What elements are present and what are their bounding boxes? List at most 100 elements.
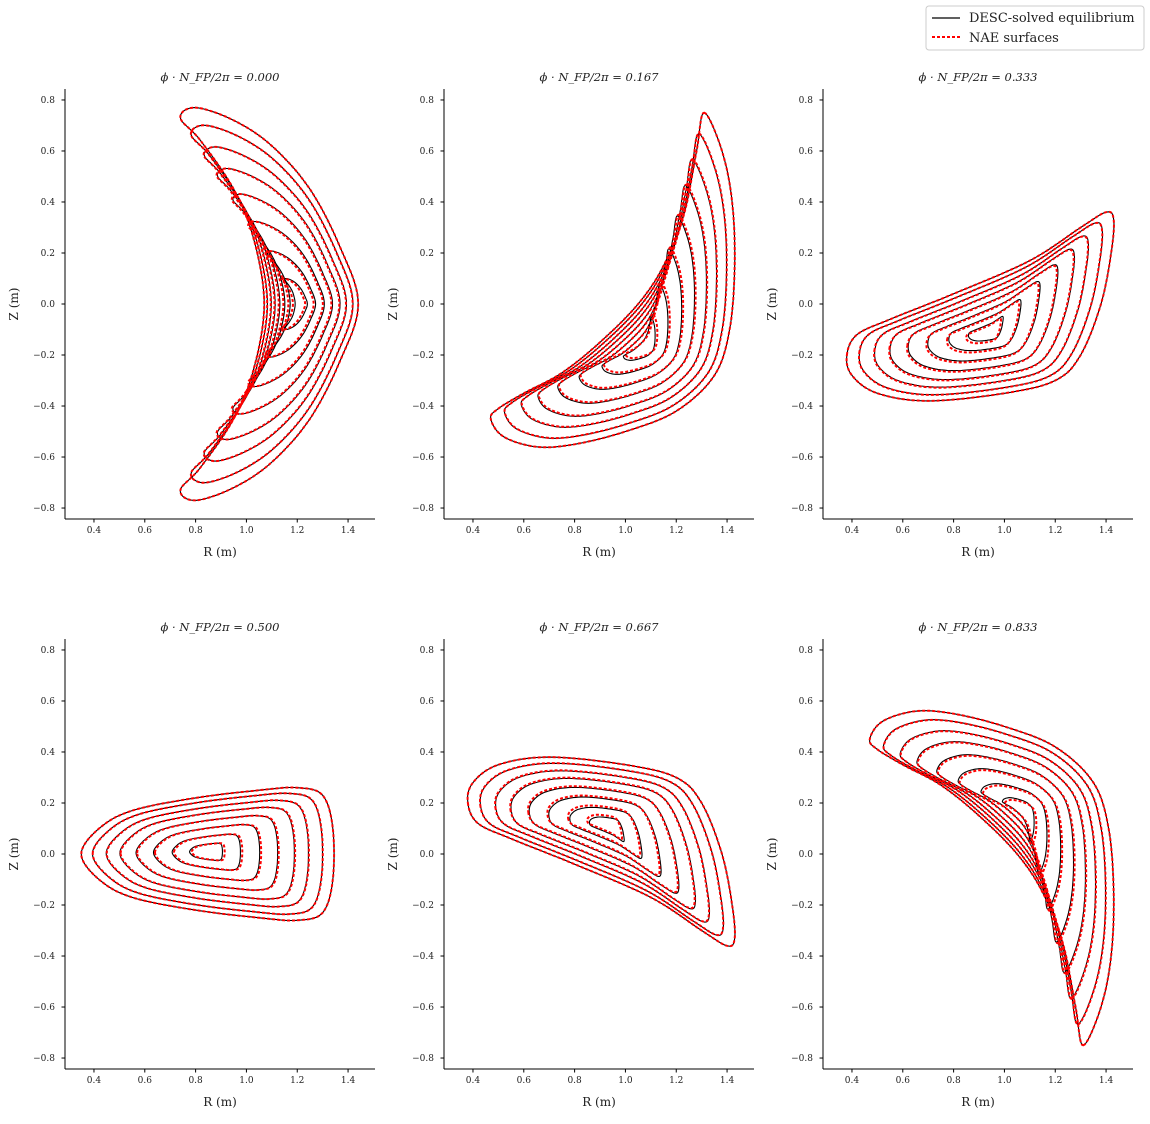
y-tick-label: 0.2 — [41, 249, 55, 259]
nae-surface — [1003, 798, 1038, 845]
subplot-0: ϕ · N_FP/2π = 0.000 0.4 0.6 0.8 1.0 1.2 1.4 −0.… — [7, 70, 375, 559]
nae-surface — [602, 280, 671, 374]
y-tick-label: 0.6 — [799, 697, 814, 707]
subplot-title: ϕ · N_FP/2π = 0.167 — [540, 70, 660, 84]
nae-surface — [179, 106, 360, 502]
x-tick-label: 1.2 — [669, 526, 683, 536]
legend-box — [925, 5, 1145, 51]
nae-surface — [172, 833, 244, 872]
x-tick-label: 0.8 — [946, 526, 961, 536]
legend-label-desc: DESC-solved equilibrium — [969, 11, 1135, 26]
x-tick-label: 1.0 — [997, 1076, 1012, 1086]
x-axis-label: R (m) — [203, 545, 237, 559]
desc-surface — [569, 806, 643, 859]
x-tick-label: 0.6 — [138, 1076, 153, 1086]
x-tick-label: 0.8 — [946, 1076, 961, 1086]
x-tick-label: 0.4 — [87, 1076, 102, 1086]
y-tick-label: −0.6 — [33, 1003, 55, 1013]
nae-surface — [80, 786, 336, 922]
x-tick-label: 1.0 — [618, 1076, 633, 1086]
x-tick-label: 1.2 — [669, 1076, 683, 1086]
desc-surface — [152, 824, 261, 882]
y-axis-label: Z (m) — [765, 838, 779, 871]
y-tick-label: −0.2 — [791, 351, 813, 361]
desc-surface — [503, 133, 728, 439]
x-axis-label: R (m) — [203, 1095, 237, 1109]
nae-surface — [520, 157, 718, 428]
nae-surface — [264, 250, 315, 358]
x-tick-label: 0.8 — [567, 526, 582, 536]
nae-surface — [136, 814, 280, 892]
y-tick-label: 0.6 — [420, 147, 435, 157]
nae-surface — [153, 823, 263, 882]
nae-surface — [537, 183, 709, 417]
y-tick-label: 0.6 — [41, 147, 56, 157]
nae-surface — [906, 264, 1058, 373]
desc-surface — [189, 842, 224, 861]
nae-surface — [845, 210, 1116, 402]
x-tick-label: 0.4 — [466, 1076, 481, 1086]
desc-surface — [266, 250, 317, 358]
nae-surface — [230, 193, 333, 415]
y-axis-label: Z (m) — [7, 288, 21, 321]
nae-surface — [925, 281, 1040, 364]
x-tick-label: 1.4 — [1099, 1076, 1114, 1086]
nae-surface — [557, 213, 697, 404]
y-tick-label: 0.8 — [799, 96, 814, 106]
x-tick-label: 0.4 — [845, 1076, 860, 1086]
subplot-2: ϕ · N_FP/2π = 0.333 0.4 0.6 0.8 1.0 1.2 1.4 −0.… — [765, 70, 1133, 559]
nae-surface — [965, 317, 1002, 345]
desc-surface — [283, 277, 308, 331]
y-tick-label: −0.6 — [412, 1003, 434, 1013]
x-tick-label: 1.0 — [618, 526, 633, 536]
desc-surface — [622, 316, 656, 361]
desc-surface — [119, 806, 295, 900]
nae-surface — [91, 792, 324, 916]
y-tick-label: −0.8 — [791, 1054, 813, 1064]
x-tick-label: 0.6 — [517, 526, 532, 536]
desc-surface — [980, 783, 1048, 875]
y-tick-label: 0.8 — [420, 646, 435, 656]
y-tick-label: −0.8 — [33, 504, 55, 514]
subplot-3: ϕ · N_FP/2π = 0.500 0.4 0.6 0.8 1.0 1.2 1.4 −0.… — [7, 620, 375, 1109]
y-tick-label: 0.4 — [41, 748, 56, 758]
nae-surface — [567, 804, 642, 858]
nae-surface — [586, 813, 623, 841]
y-tick-label: 0.4 — [41, 198, 56, 208]
desc-surface — [588, 816, 625, 843]
desc-surface — [528, 786, 680, 894]
y-tick-label: −0.8 — [33, 1054, 55, 1064]
y-tick-label: 0.4 — [420, 198, 435, 208]
subplot-title: ϕ · N_FP/2π = 0.833 — [919, 620, 1038, 634]
desc-surface — [601, 283, 669, 375]
y-tick-label: −0.8 — [412, 1054, 434, 1064]
x-tick-label: 0.8 — [567, 1076, 582, 1086]
y-tick-label: 0.0 — [799, 300, 814, 310]
subplot-1: ϕ · N_FP/2π = 0.167 0.4 0.6 0.8 1.0 1.2 1.4 −0.… — [386, 70, 754, 559]
nae-surface — [509, 776, 696, 910]
subplot-title: ϕ · N_FP/2π = 0.000 — [161, 70, 280, 84]
desc-surface — [874, 235, 1090, 388]
nae-surface — [105, 799, 310, 908]
y-axis-label: Z (m) — [386, 288, 400, 321]
x-tick-label: 1.2 — [1048, 526, 1062, 536]
y-axis-label: Z (m) — [765, 288, 779, 321]
y-tick-label: 0.6 — [41, 697, 56, 707]
y-tick-label: 0.4 — [799, 198, 814, 208]
nae-surface — [873, 235, 1089, 389]
x-tick-label: 0.6 — [896, 526, 911, 536]
y-tick-label: −0.2 — [791, 901, 813, 911]
y-tick-label: 0.0 — [41, 300, 56, 310]
x-tick-label: 1.0 — [997, 526, 1012, 536]
nae-surface — [494, 769, 710, 923]
y-tick-label: 0.2 — [41, 799, 55, 809]
nae-surface — [466, 756, 737, 948]
y-tick-label: 0.4 — [799, 748, 814, 758]
nae-surface — [247, 220, 324, 388]
desc-surface — [105, 799, 309, 908]
nae-surface — [882, 718, 1107, 1026]
nae-surface — [946, 300, 1021, 354]
y-tick-label: −0.4 — [412, 402, 434, 412]
nae-surface — [958, 769, 1064, 912]
